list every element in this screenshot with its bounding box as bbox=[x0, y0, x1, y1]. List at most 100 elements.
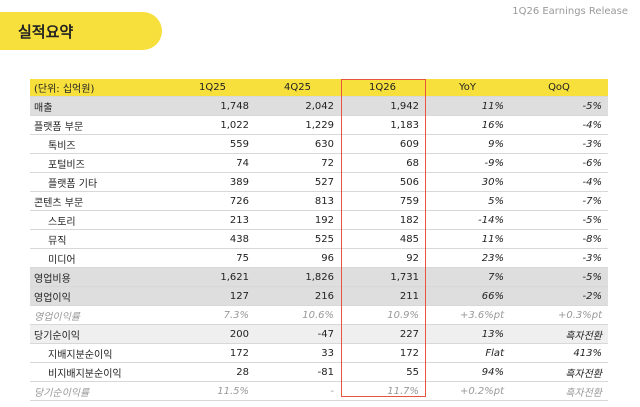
table-cell: 485 bbox=[340, 229, 425, 249]
section-title: 실적요약 bbox=[18, 23, 74, 41]
table-cell: Flat bbox=[425, 343, 510, 363]
table-cell: 1,826 bbox=[255, 267, 340, 287]
table-cell: 389 bbox=[170, 172, 255, 192]
table-cell: 66% bbox=[425, 286, 510, 306]
table-cell: 726 bbox=[170, 191, 255, 211]
table-cell: -5% bbox=[510, 210, 608, 230]
table-cell: 630 bbox=[255, 134, 340, 154]
table-cell: -6% bbox=[510, 153, 608, 173]
table-cell: +0.3%pt bbox=[510, 305, 608, 325]
table-cell: 5% bbox=[425, 191, 510, 211]
header-cell: QoQ bbox=[510, 79, 608, 97]
table-cell: 527 bbox=[255, 172, 340, 192]
table-cell: 포털비즈 bbox=[30, 153, 170, 173]
table-cell: 211 bbox=[340, 286, 425, 306]
table-cell: 438 bbox=[170, 229, 255, 249]
table-cell: 뮤직 bbox=[30, 229, 170, 249]
table-cell: 23% bbox=[425, 248, 510, 268]
table-cell: +0.2%pt bbox=[425, 381, 510, 401]
table-cell: 1,022 bbox=[170, 115, 255, 135]
table-cell: 1,621 bbox=[170, 267, 255, 287]
table-cell: 75 bbox=[170, 248, 255, 268]
table-cell: 11% bbox=[425, 96, 510, 116]
table-cell: 11% bbox=[425, 229, 510, 249]
table-cell: 1,731 bbox=[340, 267, 425, 287]
table-cell: 182 bbox=[340, 210, 425, 230]
table-cell: 흑자전환 bbox=[510, 362, 608, 382]
table-cell: 영업이익 bbox=[30, 286, 170, 306]
table-row: 당기순이익 200 -47 227 13% 흑자전환 bbox=[30, 324, 608, 344]
table-cell: 759 bbox=[340, 191, 425, 211]
table-cell: 당기순이익 bbox=[30, 324, 170, 344]
table-cell: 영업비용 bbox=[30, 267, 170, 287]
table-row: 뮤직 438 525 485 11% -8% bbox=[30, 229, 608, 249]
table-row: 스토리 213 192 182 -14% -5% bbox=[30, 210, 608, 230]
header-cell: 1Q26 bbox=[340, 79, 425, 97]
table-cell: -3% bbox=[510, 248, 608, 268]
table-cell: -7% bbox=[510, 191, 608, 211]
table-cell: 10.6% bbox=[255, 305, 340, 325]
table-cell: 74 bbox=[170, 153, 255, 173]
table-cell: 매출 bbox=[30, 96, 170, 116]
table-cell: 72 bbox=[255, 153, 340, 173]
table-cell: 1,183 bbox=[340, 115, 425, 135]
table-cell: 192 bbox=[255, 210, 340, 230]
summary-table: (단위: 십억원) 1Q25 4Q25 1Q26 YoY QoQ 매출 1,748 2,042 1… bbox=[30, 79, 608, 401]
table-cell: 11.5% bbox=[170, 381, 255, 401]
header-cell: YoY bbox=[425, 79, 510, 97]
table-cell: -81 bbox=[255, 362, 340, 382]
table-cell: 172 bbox=[170, 343, 255, 363]
table-cell: 톡비즈 bbox=[30, 134, 170, 154]
table-cell: -4% bbox=[510, 172, 608, 192]
table-cell: 213 bbox=[170, 210, 255, 230]
table-cell: 흑자전환 bbox=[510, 324, 608, 344]
section-tab: 실적요약 bbox=[0, 12, 162, 50]
table-cell: 미디어 bbox=[30, 248, 170, 268]
table-cell: 216 bbox=[255, 286, 340, 306]
table-cell: 13% bbox=[425, 324, 510, 344]
table-row: 지배지분순이익 172 33 172 Flat 413% bbox=[30, 343, 608, 363]
table-cell: 127 bbox=[170, 286, 255, 306]
table-row: 플랫폼 부문 1,022 1,229 1,183 16% -4% bbox=[30, 115, 608, 135]
table-cell: 33 bbox=[255, 343, 340, 363]
table-cell: 영업이익률 bbox=[30, 305, 170, 325]
table-cell: 콘텐츠 부문 bbox=[30, 191, 170, 211]
table-cell: 609 bbox=[340, 134, 425, 154]
release-label: 1Q26 Earnings Release bbox=[512, 6, 628, 17]
table-cell: 227 bbox=[340, 324, 425, 344]
table-row: 영업비용 1,621 1,826 1,731 7% -5% bbox=[30, 267, 608, 287]
table-cell: 10.9% bbox=[340, 305, 425, 325]
table-row: 비지배지분순이익 28 -81 55 94% 흑자전환 bbox=[30, 362, 608, 382]
table-cell: 30% bbox=[425, 172, 510, 192]
table-cell: 525 bbox=[255, 229, 340, 249]
table-cell: -9% bbox=[425, 153, 510, 173]
table-cell: 11.7% bbox=[340, 381, 425, 401]
header-cell: 1Q25 bbox=[170, 79, 255, 97]
table-cell: - bbox=[255, 381, 340, 401]
table-cell: 94% bbox=[425, 362, 510, 382]
table-row: 톡비즈 559 630 609 9% -3% bbox=[30, 134, 608, 154]
table-cell: 비지배지분순이익 bbox=[30, 362, 170, 382]
table-cell: -5% bbox=[510, 267, 608, 287]
table-cell: 흑자전환 bbox=[510, 381, 608, 401]
table-cell: 16% bbox=[425, 115, 510, 135]
table-cell: 559 bbox=[170, 134, 255, 154]
table-cell: 플랫폼 기타 bbox=[30, 172, 170, 192]
table-row: 영업이익률 7.3% 10.6% 10.9% +3.6%pt +0.3%pt bbox=[30, 305, 608, 325]
table-cell: -4% bbox=[510, 115, 608, 135]
table-cell: 9% bbox=[425, 134, 510, 154]
table-cell: 지배지분순이익 bbox=[30, 343, 170, 363]
table-cell: 플랫폼 부문 bbox=[30, 115, 170, 135]
table-cell: 92 bbox=[340, 248, 425, 268]
table-row: 영업이익 127 216 211 66% -2% bbox=[30, 286, 608, 306]
table-row: 플랫폼 기타 389 527 506 30% -4% bbox=[30, 172, 608, 192]
table-cell: 200 bbox=[170, 324, 255, 344]
table-cell: 1,748 bbox=[170, 96, 255, 116]
table-cell: -3% bbox=[510, 134, 608, 154]
table-cell: -2% bbox=[510, 286, 608, 306]
table-cell: 55 bbox=[340, 362, 425, 382]
table-cell: -5% bbox=[510, 96, 608, 116]
header-cell: (단위: 십억원) bbox=[30, 79, 170, 97]
table-cell: 스토리 bbox=[30, 210, 170, 230]
